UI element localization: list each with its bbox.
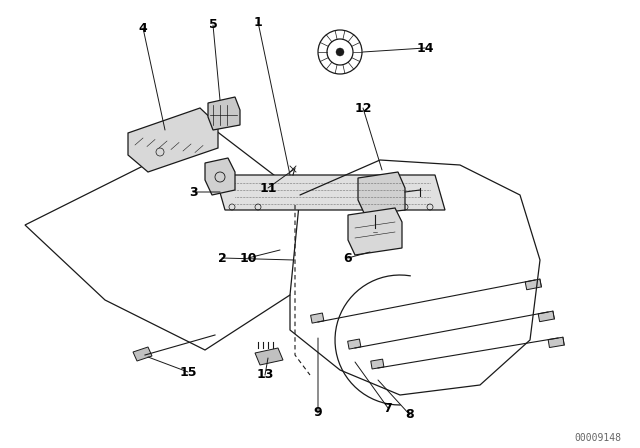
Text: 13: 13 (256, 369, 274, 382)
Polygon shape (538, 311, 554, 322)
Polygon shape (255, 348, 283, 365)
Text: 2: 2 (218, 251, 227, 264)
Polygon shape (371, 359, 384, 369)
Text: 3: 3 (189, 185, 197, 198)
Text: 5: 5 (209, 18, 218, 31)
Polygon shape (548, 337, 564, 348)
Text: 11: 11 (259, 181, 276, 194)
Text: 00009148: 00009148 (575, 433, 621, 443)
Polygon shape (358, 172, 405, 215)
Polygon shape (205, 158, 235, 195)
Polygon shape (310, 313, 324, 323)
Text: 7: 7 (383, 401, 392, 414)
Text: 8: 8 (406, 409, 414, 422)
Text: 1: 1 (253, 16, 262, 29)
Circle shape (336, 48, 344, 56)
Text: 10: 10 (239, 251, 257, 264)
Text: 6: 6 (344, 251, 352, 264)
Polygon shape (215, 175, 445, 210)
Polygon shape (348, 208, 402, 255)
Polygon shape (133, 347, 152, 361)
Text: 4: 4 (139, 22, 147, 34)
Polygon shape (525, 279, 541, 290)
Text: 14: 14 (416, 42, 434, 55)
Text: 9: 9 (314, 406, 323, 419)
Polygon shape (208, 97, 240, 130)
Polygon shape (348, 339, 361, 349)
Text: 12: 12 (355, 102, 372, 115)
Text: 15: 15 (179, 366, 196, 379)
Polygon shape (128, 108, 218, 172)
